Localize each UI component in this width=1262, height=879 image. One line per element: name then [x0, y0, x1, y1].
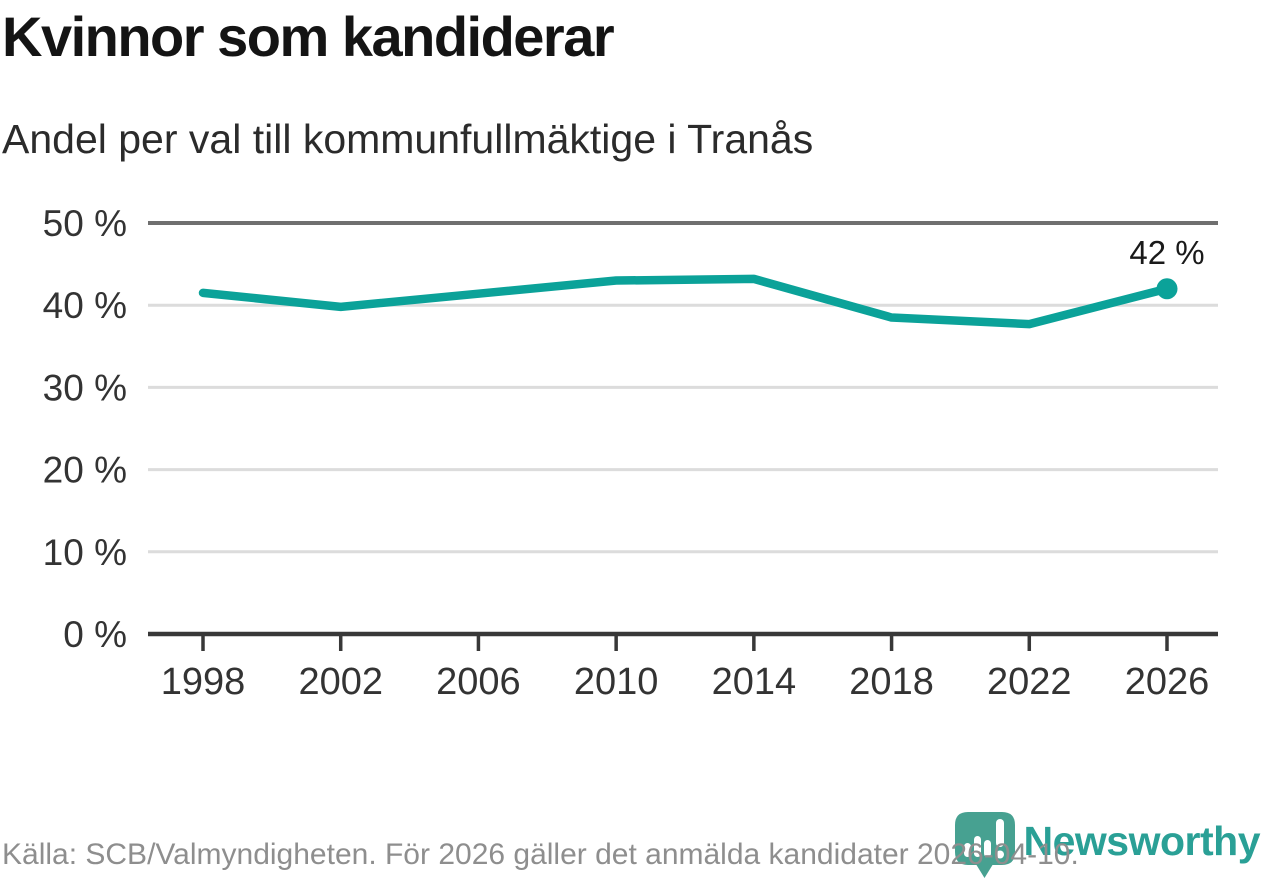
logo-pin-icon [954, 812, 1015, 878]
x-axis-labels: 1998 2002 2006 2010 2014 2018 2022 2026 [161, 661, 1210, 703]
source-note: Källa: SCB/Valmyndigheten. För 2026 gäll… [2, 838, 1079, 871]
x-tick-label: 2026 [1125, 661, 1210, 703]
gridlines [148, 221, 1218, 637]
y-tick-label: 0 % [63, 614, 127, 655]
x-tick-label: 2002 [298, 661, 383, 703]
page-title: Kvinnor som kandiderar [2, 5, 615, 68]
x-tick-label: 2010 [574, 661, 659, 703]
y-tick-label: 30 % [43, 367, 127, 408]
x-axis-ticks [201, 636, 1169, 651]
logo-brand-text: Newsworthy [1023, 818, 1261, 864]
y-tick-label: 20 % [43, 450, 127, 491]
page-subtitle: Andel per val till kommunfullmäktige i T… [2, 116, 814, 162]
newsworthy-logo: Newsworthy [954, 812, 1261, 879]
y-tick-label: 40 % [43, 285, 127, 326]
x-tick-label: 2018 [849, 661, 934, 703]
data-line [198, 274, 1172, 329]
last-point-marker [1156, 278, 1178, 300]
last-point-value-label: 42 % [1129, 234, 1204, 271]
y-tick-label: 10 % [43, 532, 127, 573]
y-axis-labels: 0 % 10 % 20 % 30 % 40 % 50 % [43, 203, 127, 655]
x-tick-label: 2022 [987, 661, 1072, 703]
x-tick-label: 2006 [436, 661, 521, 703]
y-tick-label: 50 % [43, 203, 127, 244]
x-tick-label: 2014 [712, 661, 797, 703]
x-tick-label: 1998 [161, 661, 246, 703]
